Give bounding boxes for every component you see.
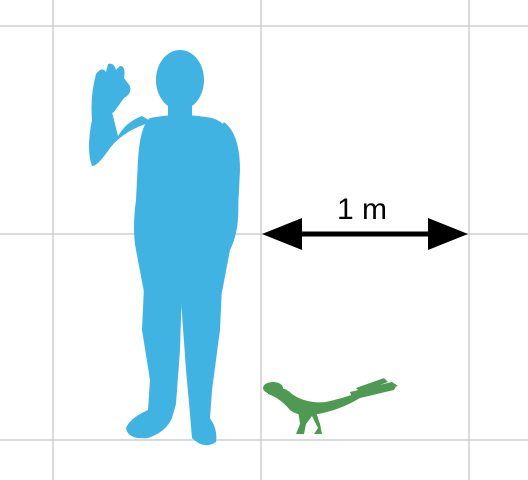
human-head [156, 50, 204, 110]
scale-bar-label: 1 m [337, 193, 387, 226]
dinosaur-tail-feathers [350, 378, 398, 398]
human-right-arm [210, 122, 240, 259]
human-silhouette [89, 50, 240, 446]
scale-bar: 1 m [262, 193, 468, 250]
human-right-leg [180, 286, 222, 446]
human-hand [91, 63, 131, 120]
dinosaur-silhouette [263, 378, 398, 434]
dinosaur-legs [296, 410, 322, 434]
human-left-leg [126, 286, 182, 439]
scale-bar-right-arrowhead [428, 218, 468, 250]
scale-bar-left-arrowhead [262, 218, 302, 250]
